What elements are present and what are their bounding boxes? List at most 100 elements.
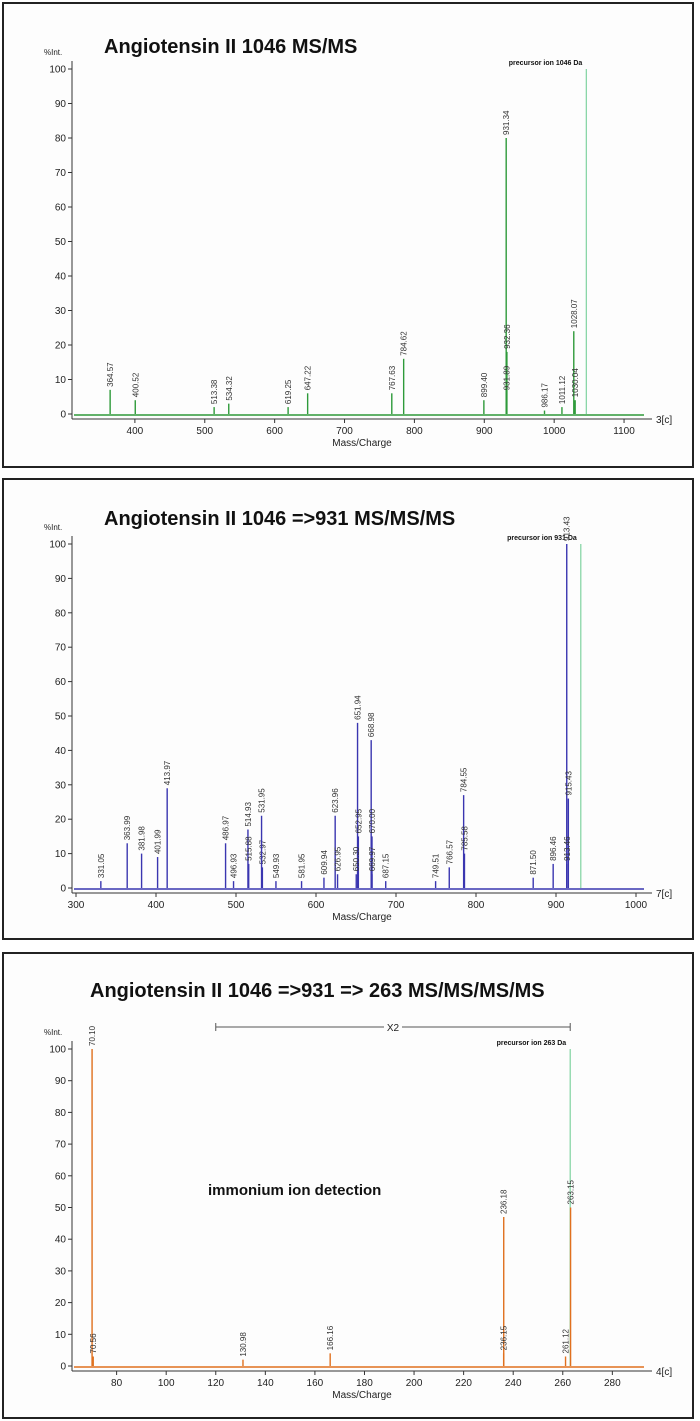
y-tick-label: 80 [55, 608, 67, 619]
x-tick-label: 140 [257, 1378, 274, 1389]
peak-label: 931.34 [502, 110, 511, 135]
y-tick-label: 70 [55, 168, 67, 179]
peak-label: 931.89 [503, 365, 512, 390]
peak-label: 496.93 [230, 853, 239, 878]
x-tick-label: 800 [468, 900, 485, 911]
x-tick-label: 240 [505, 1378, 522, 1389]
y-tick-label: 80 [55, 134, 67, 145]
peak-label: 1030.04 [571, 368, 580, 397]
peak-label: 130.98 [239, 1332, 248, 1357]
peak-label: 514.93 [244, 802, 253, 827]
peak-label: 166.16 [326, 1325, 335, 1350]
zoom-label: X2 [387, 1023, 400, 1034]
y-tick-label: 100 [49, 65, 66, 76]
peak-label: 651.94 [354, 695, 363, 720]
peak-label: 364.57 [106, 362, 115, 387]
x-tick-label: 600 [266, 426, 283, 437]
peak-label: 331.05 [97, 853, 106, 878]
y-tick-label: 100 [49, 540, 66, 551]
y-tick-label: 70 [55, 1140, 67, 1151]
x-tick-label: 200 [406, 1378, 423, 1389]
spectrum-plot-1: 0 10 20 30 40 50 60 70 80 90 100 %Int. 400 500 600 700 8… [44, 48, 672, 449]
peak-label: 652.95 [354, 808, 363, 833]
peak-label: 784.55 [460, 767, 469, 792]
peak-label: 915.43 [564, 771, 573, 796]
y-tick-label: 40 [55, 1235, 67, 1246]
peak-label: 534.32 [225, 376, 234, 401]
y-tick-label: 70 [55, 643, 67, 654]
x-tick-label: 220 [455, 1378, 472, 1389]
y-tick-label: 100 [49, 1045, 66, 1056]
y-tick-label: 50 [55, 1203, 67, 1214]
peak-label: 647.22 [304, 365, 313, 390]
x-axis-label: Mass/Charge [332, 438, 392, 449]
peak-label: 668.98 [367, 712, 376, 737]
y-tick-label: 60 [55, 677, 67, 688]
x-tick-label: 700 [388, 900, 405, 911]
y-tick-label: 20 [55, 1298, 67, 1309]
peak-label: 670.00 [368, 808, 377, 833]
x-tick-label: 120 [207, 1378, 224, 1389]
y-tick-label: 90 [55, 99, 67, 110]
x-axis-label: Mass/Charge [332, 1390, 392, 1401]
x-tick-label: 1000 [625, 900, 648, 911]
x-tick-label: 280 [604, 1378, 621, 1389]
precursor-label: precursor ion 931 Da [507, 535, 577, 542]
y-tick-label: 0 [60, 884, 66, 895]
y-tick-label: 90 [55, 1076, 67, 1087]
peak-label: 626.95 [334, 846, 343, 871]
x-tick-label: 900 [548, 900, 565, 911]
peak-label: 515.88 [245, 836, 254, 861]
peak-label: 619.25 [284, 379, 293, 404]
corner-label: 4[c] [656, 1367, 672, 1378]
x-tick-label: 500 [196, 426, 213, 437]
peak-label: 913.43 [563, 516, 572, 541]
peak-label: 766.57 [445, 839, 454, 864]
peak-label: 236.18 [500, 1189, 509, 1214]
peak-label: 932.36 [503, 324, 512, 349]
peak-label: 263.15 [567, 1179, 576, 1204]
spectrum-panel-3: 0 10 20 30 40 50 60 70 80 90 100 %Int. 80 100 120 140 16… [2, 952, 694, 1419]
spectrum-title-1: Angiotensin II 1046 MS/MS [104, 36, 358, 58]
peak-label: 1011.12 [558, 375, 567, 404]
y-tick-label: 50 [55, 712, 67, 723]
spectrum-panel-2: 0 10 20 30 40 50 60 70 80 90 100 %Int. 300 400 500 600 7… [2, 478, 694, 940]
y-tick-label: 80 [55, 1108, 67, 1119]
peak-label: 236.15 [500, 1325, 509, 1350]
y-tick-label: 20 [55, 815, 67, 826]
precursor-label: precursor ion 263 Da [497, 1040, 567, 1047]
peak-label: 650.30 [352, 846, 361, 871]
x-tick-label: 600 [308, 900, 325, 911]
peak-label: 871.50 [529, 850, 538, 875]
peak-label: 400.52 [131, 372, 140, 397]
peak-label: 381.98 [138, 826, 147, 851]
x-tick-label: 1000 [543, 426, 566, 437]
peak-label: 609.94 [320, 850, 329, 875]
peak-label: 669.97 [368, 846, 377, 871]
x-tick-label: 160 [307, 1378, 324, 1389]
peak-label: 401.99 [154, 829, 163, 854]
x-tick-label: 80 [111, 1378, 123, 1389]
peak-label: 986.17 [541, 383, 550, 408]
x-tick-label: 500 [228, 900, 245, 911]
y-tick-label: 10 [55, 375, 67, 386]
y-tick-label: 40 [55, 746, 67, 757]
spectrum-panel-1: 0 10 20 30 40 50 60 70 80 90 100 %Int. 400 500 600 700 8… [2, 2, 694, 468]
peak-label: 413.97 [163, 760, 172, 785]
peak-label: 581.95 [298, 853, 307, 878]
spectrum-plot-3: 0 10 20 30 40 50 60 70 80 90 100 %Int. 80 100 120 140 16… [44, 1021, 672, 1401]
peak-label: 363.99 [123, 815, 132, 840]
x-tick-label: 300 [68, 900, 85, 911]
peak-label: 896.46 [549, 836, 558, 861]
x-tick-label: 700 [336, 426, 353, 437]
y-tick-label: 0 [60, 410, 66, 421]
y-tick-label: 30 [55, 780, 67, 791]
y-tick-label: 10 [55, 1330, 67, 1341]
y-tick-label: 30 [55, 306, 67, 317]
x-tick-label: 400 [148, 900, 165, 911]
peak-label: 749.51 [432, 853, 441, 878]
peak-label: 623.96 [331, 788, 340, 813]
x-tick-label: 900 [476, 426, 493, 437]
y-tick-label: 10 [55, 849, 67, 860]
immonium-annotation: immonium ion detection [208, 1182, 382, 1199]
